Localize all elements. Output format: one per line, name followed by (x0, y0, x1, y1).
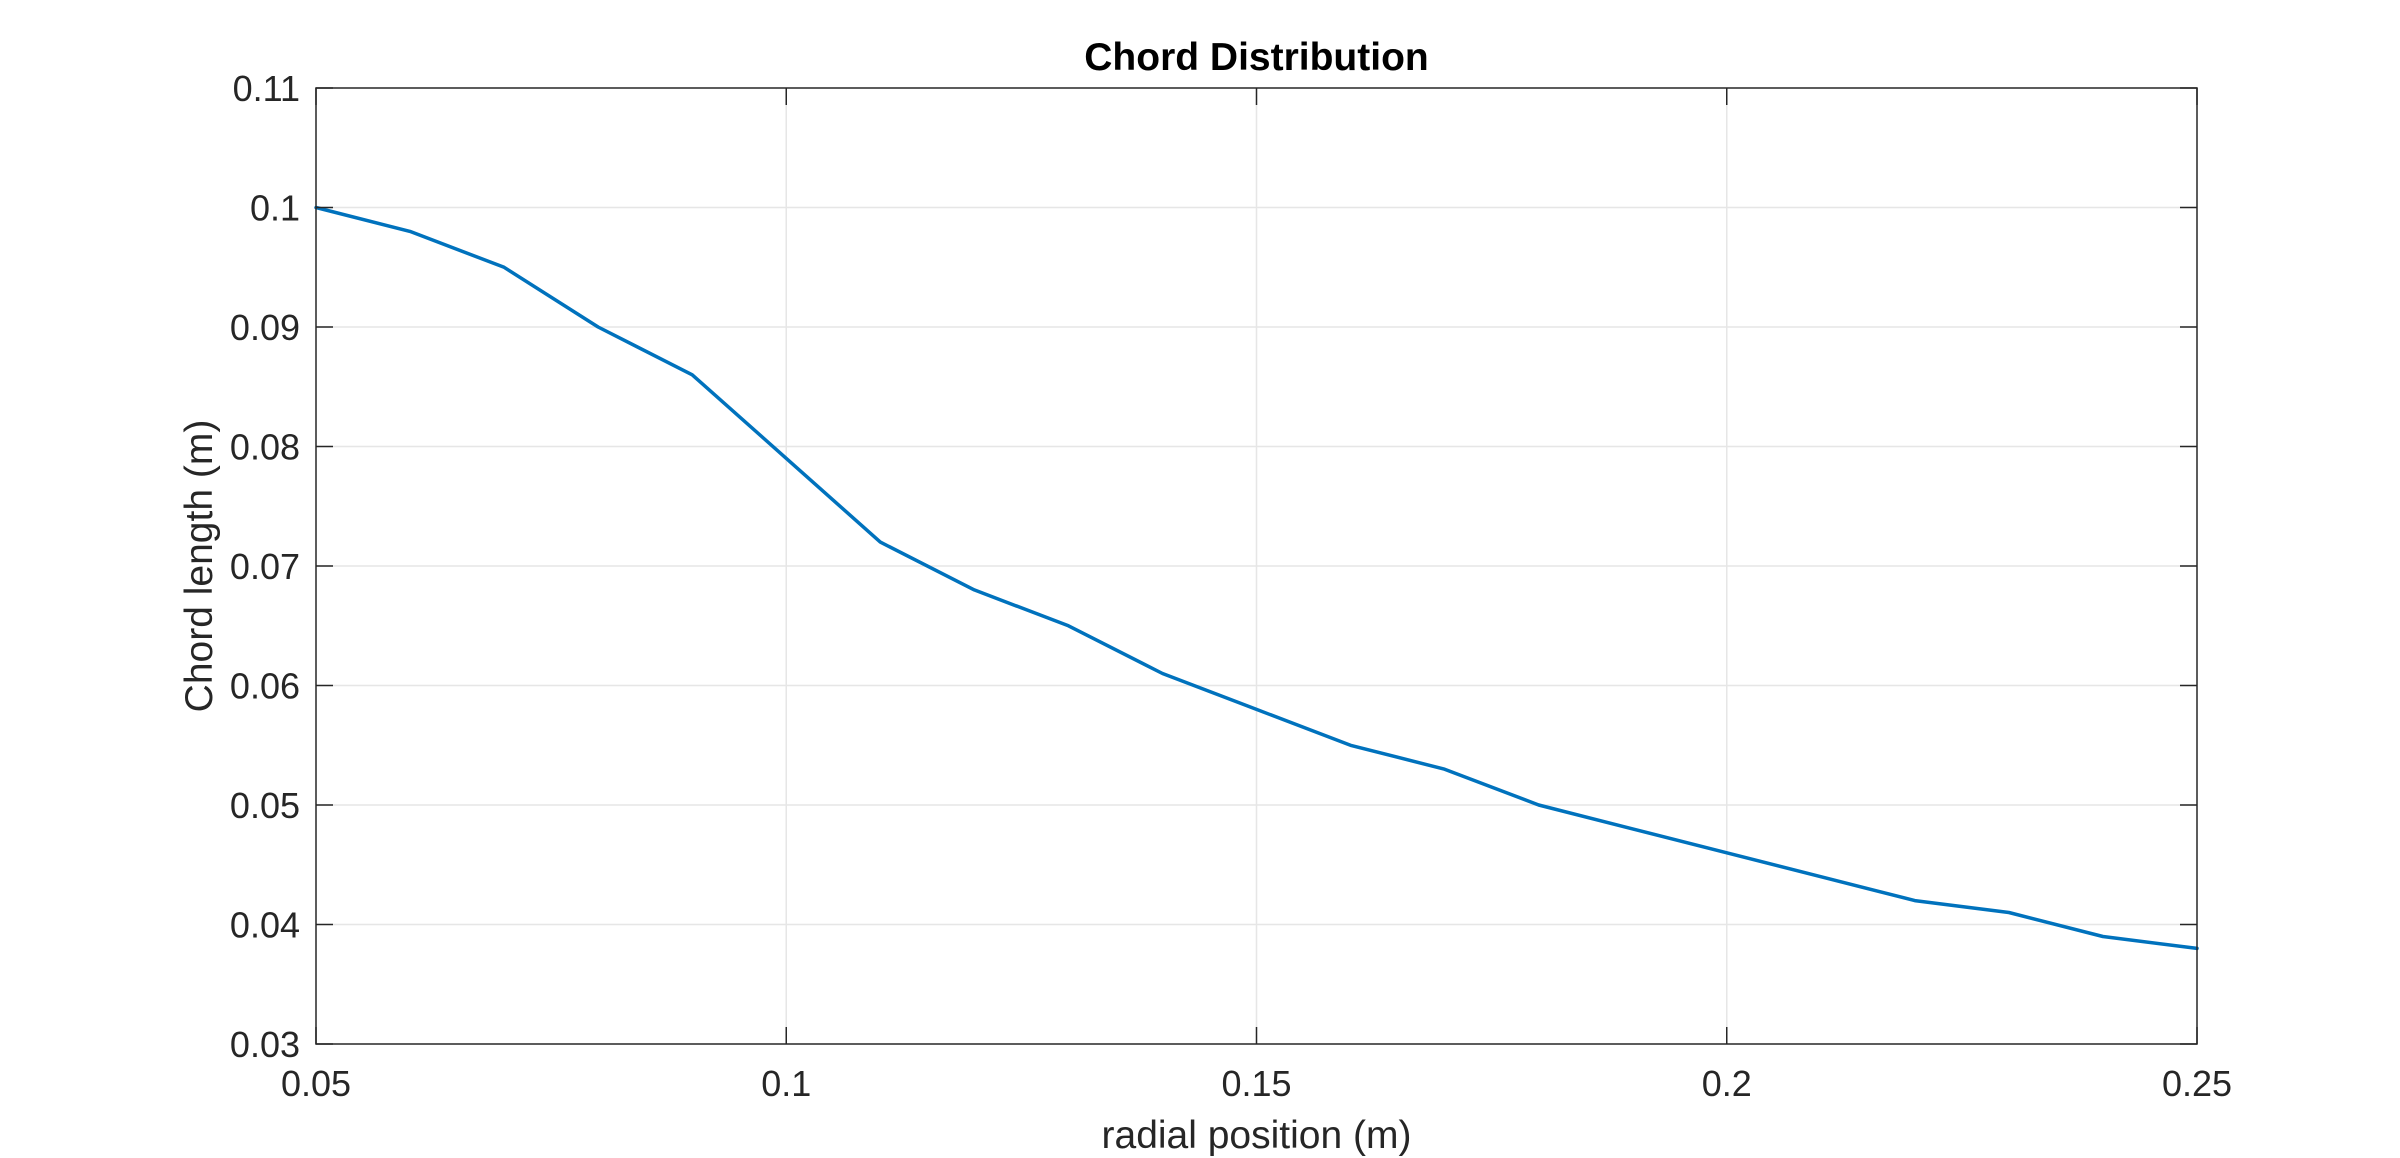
y-tick-label: 0.11 (233, 68, 300, 109)
x-tick-label: 0.2 (1702, 1063, 1752, 1104)
y-tick-label: 0.09 (230, 307, 300, 348)
grid-lines (316, 88, 2197, 1044)
series-line-0 (314, 205, 2199, 951)
y-tick-label: 0.06 (230, 666, 300, 707)
y-tick-label: 0.04 (230, 905, 300, 946)
y-tick-label: 0.08 (230, 427, 300, 468)
x-axis-label: radial position (m) (1102, 1114, 1412, 1157)
x-tick-label: 0.25 (2162, 1063, 2232, 1104)
y-tick-label: 0.05 (230, 785, 300, 826)
chart-title: Chord Distribution (1084, 36, 1428, 79)
y-tick-label: 0.1 (250, 188, 300, 229)
series-layer (314, 205, 2199, 951)
x-tick-label: 0.1 (761, 1063, 811, 1104)
y-tick-label: 0.03 (230, 1024, 300, 1065)
y-tick-label: 0.07 (230, 546, 300, 587)
x-tick-label: 0.15 (1221, 1063, 1291, 1104)
x-tick-labels: 0.05 0.1 0.15 0.2 0.25 (281, 1063, 2232, 1104)
tick-marks (315, 87, 2198, 1045)
y-tick-labels: 0.03 0.04 0.05 0.06 0.07 0.08 0.09 0.1 0.11 (230, 68, 300, 1065)
y-axis-label: Chord length (m) (178, 420, 221, 713)
x-tick-label: 0.05 (281, 1063, 351, 1104)
